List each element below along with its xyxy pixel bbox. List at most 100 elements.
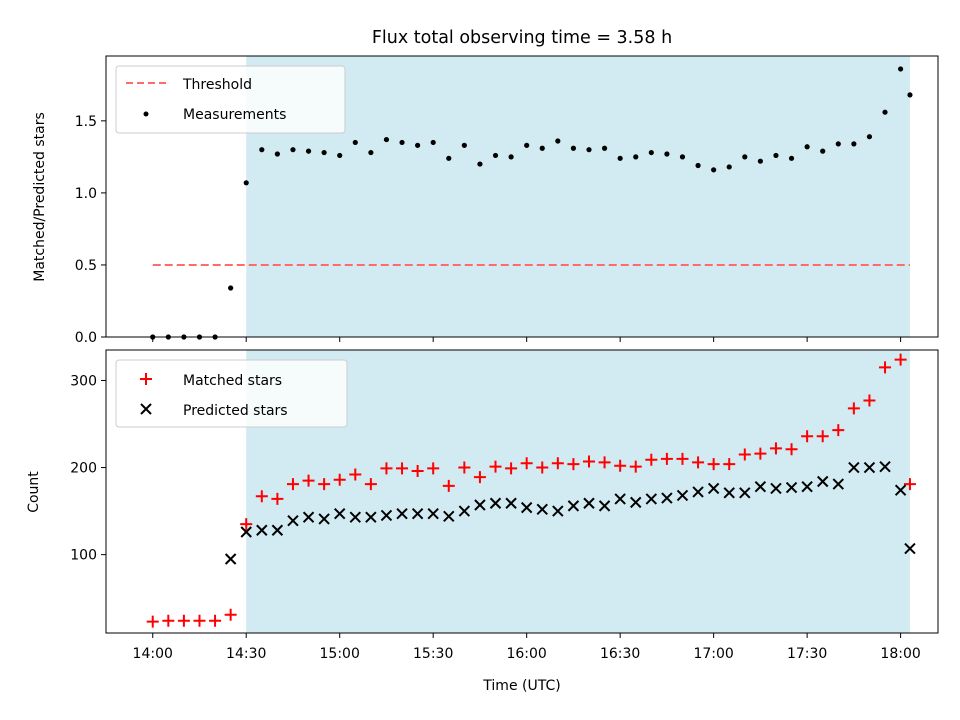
bottom-plus-point bbox=[209, 614, 222, 627]
bottom-x-point bbox=[302, 511, 315, 523]
bottom-x-point bbox=[770, 482, 782, 495]
bottom-plus-point bbox=[271, 492, 284, 505]
bottom-plus-point bbox=[458, 461, 471, 474]
top-plot-area bbox=[150, 56, 913, 340]
bottom-plus-point bbox=[364, 478, 377, 491]
bottom-x-point bbox=[598, 500, 611, 512]
bottom-panel: Count Time (UTC) 100 200 300 14:00 14:30 15:0… bbox=[26, 349, 939, 694]
bottom-plus-point bbox=[769, 442, 782, 455]
top-legend: Threshold Measurements bbox=[115, 65, 346, 134]
top-y-axis: 0.0 0.5 1.0 1.5 bbox=[75, 114, 902, 346]
top-dot-point bbox=[243, 180, 249, 186]
measurements-legend-label: Measurements bbox=[183, 107, 286, 123]
bottom-plus-point bbox=[863, 394, 876, 407]
bottom-x-point bbox=[894, 484, 907, 496]
bottom-x-point bbox=[863, 461, 876, 474]
bottom-plus-point bbox=[302, 474, 315, 487]
bottom-plus-point bbox=[536, 461, 549, 474]
bottom-plus-point bbox=[692, 456, 705, 469]
threshold-legend-label: Threshold bbox=[182, 77, 252, 93]
top-dot-point bbox=[415, 142, 421, 148]
bottom-x-point bbox=[645, 493, 658, 505]
bottom-series-2 bbox=[224, 460, 916, 565]
bottom-plus-point bbox=[832, 424, 845, 437]
top-dot-point bbox=[524, 142, 530, 148]
top-axes-frame bbox=[105, 55, 939, 338]
top-dot-point bbox=[835, 141, 841, 147]
top-dot-point bbox=[586, 147, 592, 153]
x-tick-label: 15:00 bbox=[320, 646, 360, 662]
bottom-plus-point bbox=[847, 402, 860, 415]
bottom-y-tick-label: 200 bbox=[70, 461, 97, 477]
top-y-axis-label: Matched/Predicted stars bbox=[32, 112, 48, 282]
x-tick-label: 17:30 bbox=[787, 646, 827, 662]
bottom-plot-area bbox=[146, 350, 916, 633]
top-y-tick-label: 0.0 bbox=[75, 330, 97, 346]
bottom-plus-point bbox=[903, 478, 916, 491]
top-dot-point bbox=[633, 154, 639, 160]
top-dot-point bbox=[430, 139, 436, 146]
top-dot-point bbox=[399, 139, 405, 146]
top-panel: Matched/Predicted stars 0.0 0.5 1.0 1.5 Thr… bbox=[32, 55, 939, 346]
bottom-plus-point bbox=[801, 430, 814, 443]
top-dot-point bbox=[508, 154, 514, 160]
bottom-plus-point bbox=[396, 462, 409, 475]
bottom-x-point bbox=[396, 507, 408, 520]
x-tick-label: 14:30 bbox=[226, 646, 266, 662]
top-y-tick-label: 0.5 bbox=[75, 258, 97, 274]
bottom-plus-point bbox=[816, 430, 829, 443]
top-dot-point bbox=[461, 142, 467, 148]
bottom-x-point bbox=[904, 542, 916, 555]
bottom-legend-box bbox=[115, 359, 348, 428]
top-y-tick-label: 1.0 bbox=[75, 186, 97, 202]
bottom-x-point bbox=[271, 524, 284, 536]
top-dot-point bbox=[290, 147, 296, 153]
top-dot-point bbox=[788, 155, 795, 161]
bottom-plus-point bbox=[567, 458, 580, 471]
bottom-x-point bbox=[630, 496, 642, 509]
top-dot-point bbox=[726, 164, 732, 170]
bottom-x-point bbox=[380, 509, 393, 522]
bottom-plus-point bbox=[224, 608, 237, 621]
bottom-plus-point bbox=[598, 456, 611, 469]
bottom-plus-point bbox=[193, 614, 206, 627]
bottom-x-point bbox=[661, 492, 673, 504]
top-dot-point bbox=[352, 139, 358, 146]
bottom-plus-point bbox=[660, 452, 673, 465]
matched-legend-swatch bbox=[140, 373, 152, 385]
bottom-y-axis-label: Count bbox=[26, 471, 42, 513]
top-dot-point bbox=[539, 145, 545, 151]
top-dot-point bbox=[477, 161, 483, 167]
top-dot-point bbox=[446, 155, 452, 161]
top-dot-point bbox=[259, 147, 265, 153]
bottom-highlight-span bbox=[246, 350, 910, 633]
bottom-x-point bbox=[474, 499, 486, 511]
bottom-plus-point bbox=[754, 447, 767, 460]
bottom-x-point bbox=[754, 481, 767, 493]
top-dot-point bbox=[368, 149, 374, 156]
top-dot-point bbox=[617, 155, 623, 161]
bottom-plus-point bbox=[614, 459, 627, 472]
bottom-x-point bbox=[427, 507, 439, 520]
bottom-plus-point bbox=[411, 465, 424, 478]
bottom-plus-point bbox=[286, 478, 299, 491]
bottom-x-point bbox=[411, 507, 424, 520]
chart-title: Flux total observing time = 3.58 h bbox=[372, 28, 672, 48]
bottom-legend: Matched stars Predicted stars bbox=[115, 359, 348, 428]
bottom-plus-point bbox=[489, 460, 502, 473]
top-dot-point bbox=[866, 134, 873, 140]
bottom-x-point bbox=[224, 553, 237, 565]
bottom-plus-point bbox=[551, 457, 564, 470]
top-dot-point bbox=[711, 167, 717, 173]
bottom-x-point bbox=[349, 511, 361, 523]
predicted-legend-label: Predicted stars bbox=[183, 403, 288, 419]
top-dot-point bbox=[898, 66, 904, 72]
bottom-x-point bbox=[723, 487, 735, 499]
bottom-plus-point bbox=[629, 460, 642, 473]
top-dot-point bbox=[820, 148, 826, 154]
top-dot-point bbox=[555, 138, 561, 144]
bottom-x-point bbox=[614, 493, 626, 505]
bottom-plus-point bbox=[738, 448, 751, 461]
matched-legend-label: Matched stars bbox=[183, 373, 282, 389]
bottom-x-point bbox=[334, 507, 346, 520]
